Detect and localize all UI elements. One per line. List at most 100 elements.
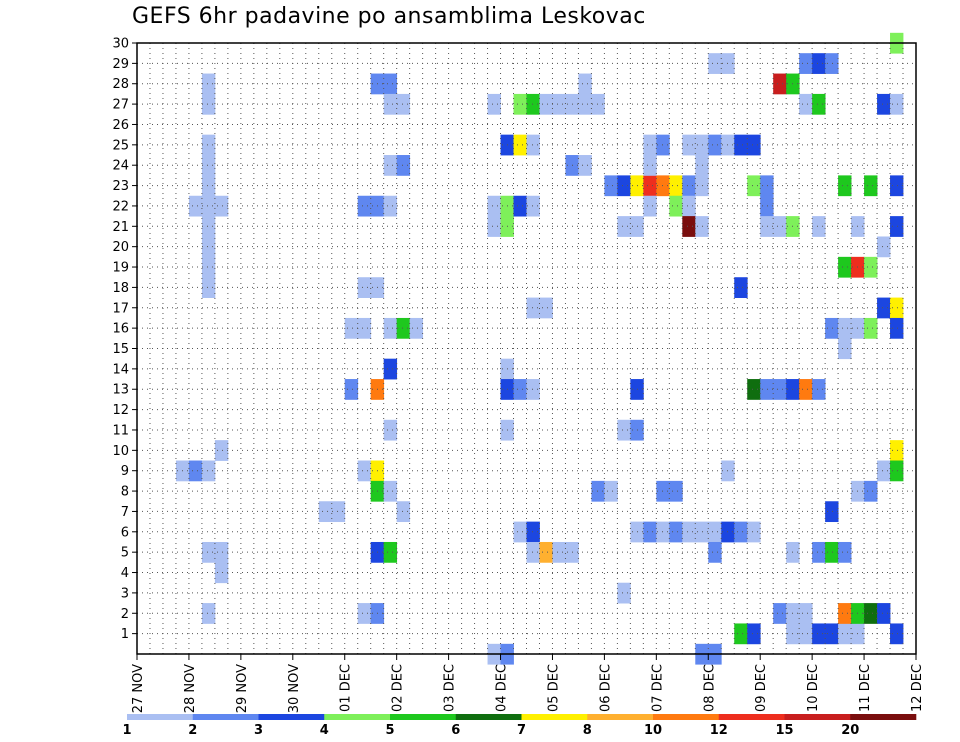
heatmap-cell bbox=[539, 93, 553, 115]
heatmap-cell bbox=[890, 216, 904, 237]
heatmap-cell bbox=[578, 93, 592, 115]
heatmap-cell bbox=[539, 297, 553, 319]
heatmap-cell bbox=[201, 175, 216, 197]
y-tick-label: 2 bbox=[121, 607, 129, 622]
y-tick-label: 28 bbox=[112, 77, 129, 92]
heatmap-cell bbox=[513, 379, 527, 400]
heatmap-cell bbox=[643, 155, 657, 176]
heatmap-cell bbox=[682, 195, 696, 217]
heatmap-cell bbox=[890, 93, 904, 115]
heatmap-cell bbox=[799, 603, 813, 624]
heatmap-cell bbox=[825, 541, 839, 563]
heatmap-cell bbox=[396, 501, 411, 523]
legend-label: 7 bbox=[517, 723, 526, 738]
heatmap-cell bbox=[838, 175, 852, 197]
heatmap-cell bbox=[799, 93, 813, 115]
x-tick-label: 08 DEC bbox=[702, 664, 717, 712]
heatmap-cell bbox=[643, 195, 657, 217]
heatmap-cell bbox=[682, 134, 696, 156]
heatmap-cell bbox=[513, 134, 527, 156]
heatmap-cell bbox=[201, 216, 216, 237]
y-tick-label: 19 bbox=[112, 261, 129, 276]
heatmap-cell bbox=[357, 277, 372, 298]
heatmap-cell bbox=[539, 541, 553, 563]
heatmap-cell bbox=[708, 134, 722, 156]
y-tick-label: 26 bbox=[112, 118, 129, 133]
heatmap-cell bbox=[357, 460, 372, 482]
heatmap-cell bbox=[864, 603, 878, 624]
heatmap-cell bbox=[201, 93, 216, 115]
heatmap-cell bbox=[344, 317, 359, 339]
heatmap-cell bbox=[188, 460, 203, 482]
heatmap-cell bbox=[825, 623, 839, 645]
heatmap-cell bbox=[773, 603, 787, 624]
heatmap-cell bbox=[708, 521, 722, 543]
heatmap-cell bbox=[188, 195, 203, 217]
legend-label: 15 bbox=[775, 723, 793, 738]
heatmap-cell bbox=[747, 623, 761, 645]
heatmap-cell bbox=[409, 317, 424, 339]
heatmap-cell bbox=[864, 480, 878, 502]
heatmap-cell bbox=[552, 93, 566, 115]
heatmap-cell bbox=[656, 175, 670, 197]
heatmap-cell bbox=[799, 379, 813, 400]
heatmap-cell bbox=[669, 521, 683, 543]
heatmap-cell bbox=[526, 541, 540, 563]
y-tick-label: 18 bbox=[112, 281, 129, 296]
legend-layer: 1 2 3 4 5 6 7 8 10 12 15 20 bbox=[122, 714, 917, 738]
heatmap-cell bbox=[825, 317, 839, 339]
grid-layer bbox=[137, 42, 916, 654]
y-tick-label: 11 bbox=[112, 423, 129, 438]
y-tick-label: 4 bbox=[121, 566, 129, 581]
heatmap-cell bbox=[669, 480, 683, 502]
x-tick-label: 04 DEC bbox=[495, 664, 510, 712]
heatmap-cell bbox=[747, 175, 761, 197]
heatmap-cell bbox=[760, 216, 774, 237]
heatmap-cell bbox=[526, 521, 540, 543]
heatmap-cell bbox=[734, 134, 748, 156]
legend-swatch bbox=[192, 714, 259, 720]
heatmap-cell bbox=[838, 603, 852, 624]
y-tick-label: 13 bbox=[112, 383, 129, 398]
heatmap-cell bbox=[695, 521, 709, 543]
heatmap-cell bbox=[526, 297, 540, 319]
y-tick-label: 3 bbox=[121, 586, 129, 601]
y-tick-label: 10 bbox=[112, 444, 129, 459]
y-tick-label: 9 bbox=[121, 464, 129, 479]
x-tick-label: 03 DEC bbox=[443, 664, 458, 712]
heatmap-cell bbox=[617, 216, 631, 237]
heatmap-cell bbox=[669, 175, 683, 197]
heatmap-cell bbox=[812, 623, 826, 645]
y-tick-label: 7 bbox=[121, 505, 129, 520]
heatmap-cell bbox=[383, 93, 398, 115]
y-tick-label: 20 bbox=[112, 240, 129, 255]
y-tick-label: 8 bbox=[121, 485, 129, 500]
heatmap-cell bbox=[825, 501, 839, 523]
heatmap-cell bbox=[617, 175, 631, 197]
y-tick-label: 23 bbox=[112, 179, 129, 194]
heatmap-cell bbox=[214, 562, 229, 584]
legend-swatch bbox=[653, 714, 720, 720]
heatmap-cell bbox=[604, 480, 618, 502]
x-tick-label: 06 DEC bbox=[598, 664, 613, 712]
heatmap-cell bbox=[617, 582, 631, 604]
heatmap-cell bbox=[643, 175, 657, 197]
heatmap-cell bbox=[708, 541, 722, 563]
heatmap-cell bbox=[344, 379, 359, 400]
heatmap-cell bbox=[838, 338, 852, 360]
heatmap-cell bbox=[864, 256, 878, 278]
heatmap-cell bbox=[656, 521, 670, 543]
heatmap-cell bbox=[760, 379, 774, 400]
heatmap-cell bbox=[201, 460, 216, 482]
legend-swatch bbox=[127, 714, 194, 720]
legend-swatch bbox=[587, 714, 654, 720]
y-tick-label: 21 bbox=[112, 220, 129, 235]
legend-label: 10 bbox=[644, 723, 662, 738]
heatmap-cell bbox=[591, 93, 605, 115]
heatmap-cell bbox=[799, 623, 813, 645]
x-tick-label: 12 DEC bbox=[910, 664, 925, 712]
heatmap-cell bbox=[747, 134, 761, 156]
heatmap-cell bbox=[682, 216, 696, 237]
legend-label: 5 bbox=[385, 723, 394, 738]
y-tick-label: 25 bbox=[112, 138, 129, 153]
